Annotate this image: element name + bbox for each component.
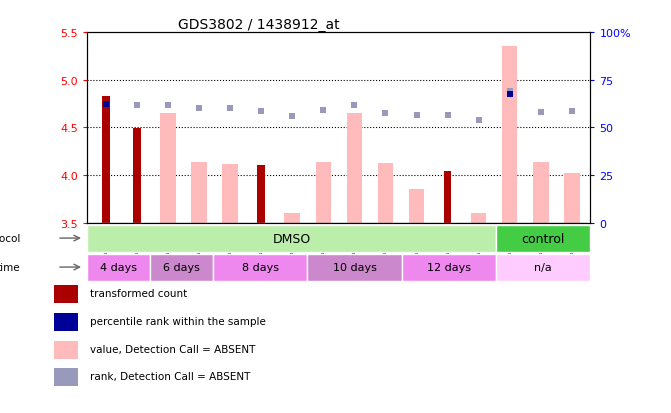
Bar (87, 254, 150, 281)
Bar (347, 114, 362, 223)
Bar (285, 214, 300, 223)
Text: 4 days: 4 days (100, 262, 137, 273)
Bar (150, 254, 213, 281)
Text: transformed count: transformed count (90, 288, 187, 298)
Text: 10 days: 10 days (333, 262, 376, 273)
Bar (222, 164, 238, 223)
Text: percentile rank within the sample: percentile rank within the sample (90, 316, 266, 326)
Bar (444, 172, 452, 223)
Bar (54, 285, 78, 303)
Bar (191, 162, 207, 223)
Bar (54, 341, 78, 358)
Bar (378, 163, 393, 223)
Text: GDS3802 / 1438912_at: GDS3802 / 1438912_at (178, 18, 340, 32)
Bar (471, 214, 486, 223)
Bar (402, 254, 496, 281)
Text: DMSO: DMSO (272, 232, 311, 245)
Bar (102, 97, 110, 223)
Text: rank, Detection Call = ABSENT: rank, Detection Call = ABSENT (90, 372, 250, 382)
Text: value, Detection Call = ABSENT: value, Detection Call = ABSENT (90, 344, 255, 354)
Bar (307, 254, 402, 281)
Text: 6 days: 6 days (163, 262, 200, 273)
Text: 12 days: 12 days (427, 262, 471, 273)
Bar (133, 129, 141, 223)
Bar (315, 162, 331, 223)
Bar (496, 225, 590, 252)
Bar (564, 173, 580, 223)
Bar (257, 166, 265, 223)
Bar (54, 368, 78, 387)
Bar (502, 47, 517, 223)
Text: time: time (0, 262, 20, 273)
Bar (213, 254, 307, 281)
Bar (496, 254, 590, 281)
Bar (533, 162, 549, 223)
Bar (409, 190, 424, 223)
Bar (54, 313, 78, 331)
Bar (160, 114, 176, 223)
Text: n/a: n/a (534, 262, 552, 273)
Bar (87, 225, 496, 252)
Text: growth protocol: growth protocol (0, 233, 20, 244)
Text: control: control (521, 232, 565, 245)
Text: 8 days: 8 days (242, 262, 278, 273)
